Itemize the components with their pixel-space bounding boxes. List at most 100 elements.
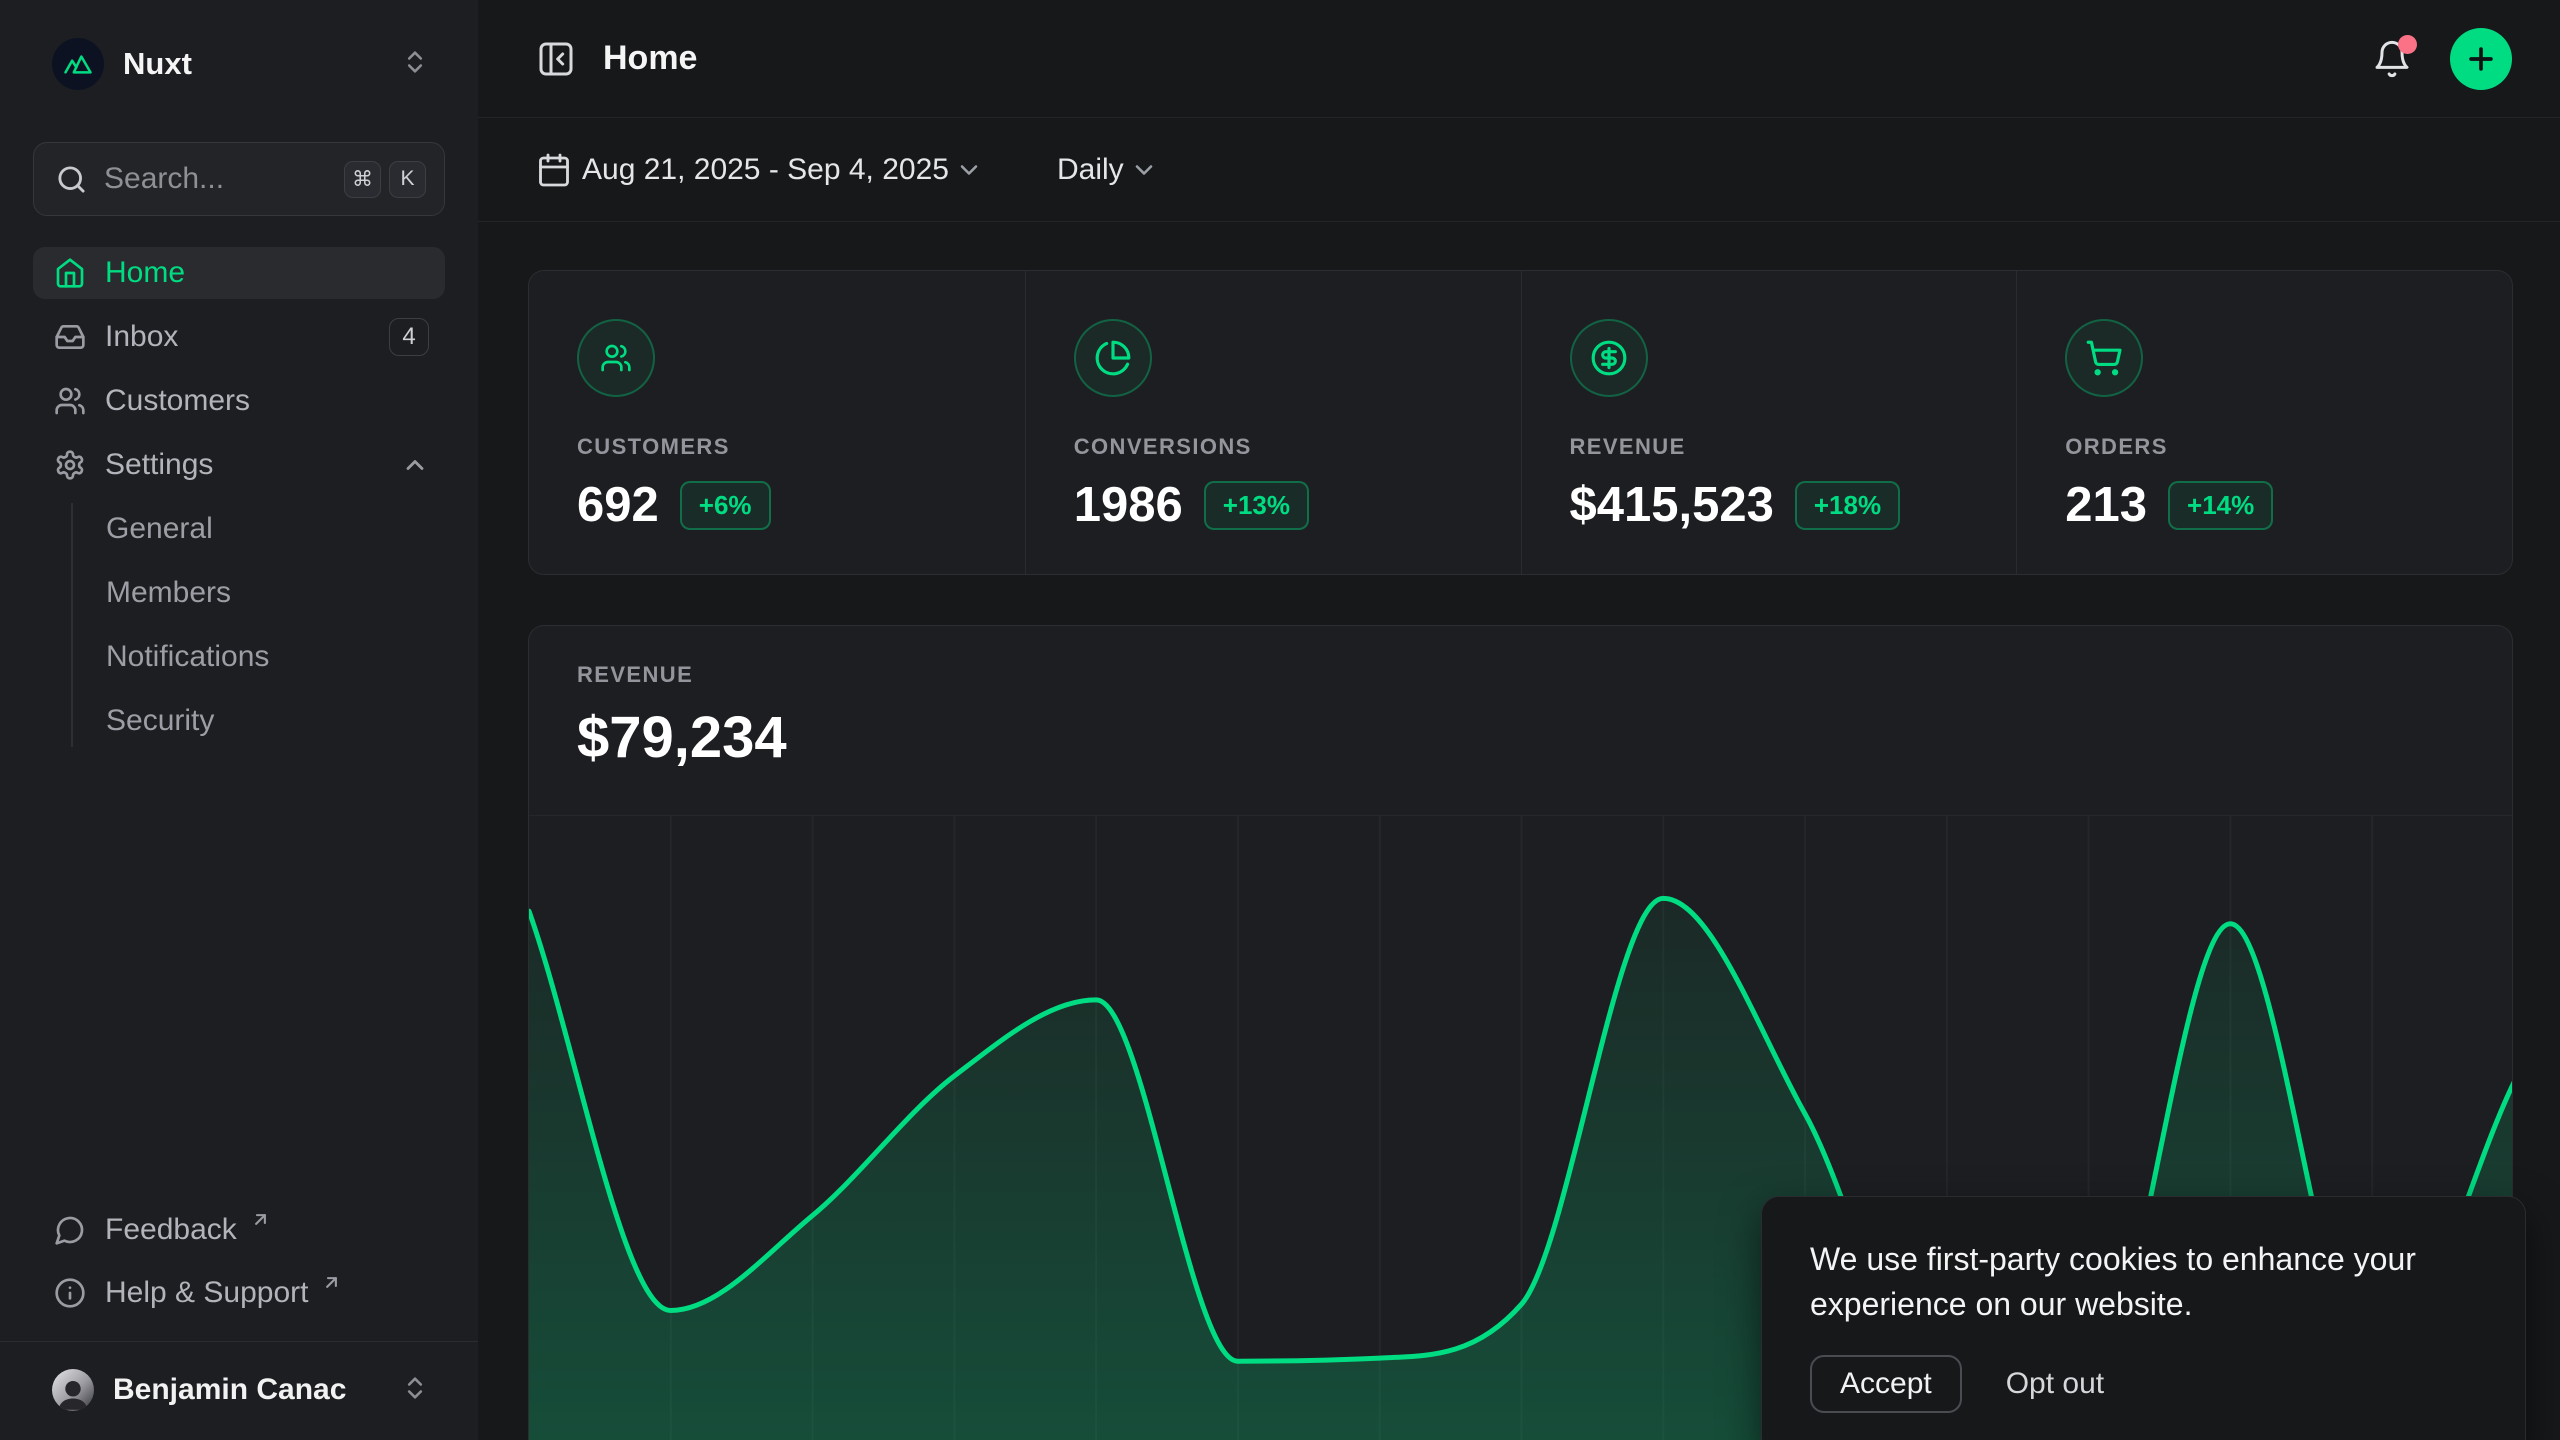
stat-value: 692 bbox=[577, 478, 659, 532]
sidebar-item-label: Feedback bbox=[105, 1213, 237, 1246]
stat-icon-circle bbox=[1073, 319, 1152, 397]
sidebar-item-label: Inbox bbox=[105, 320, 179, 353]
kbd-k: K bbox=[389, 160, 426, 198]
sidebar-item-label: Settings bbox=[105, 448, 214, 481]
stat-value-row: 692 +6% bbox=[577, 477, 1025, 533]
sidebar-subitem-notifications[interactable]: Notifications bbox=[106, 640, 270, 673]
stat-value-row: 1986 +13% bbox=[1074, 477, 1521, 533]
stats-row: CUSTOMERS 692 +6% CONVERSIONS 1986 +13% … bbox=[528, 270, 2513, 575]
granularity-label: Daily bbox=[1056, 152, 1124, 186]
user-menu[interactable]: Benjamin Canac bbox=[33, 1356, 445, 1424]
home-icon bbox=[56, 258, 84, 288]
chevron-down-icon bbox=[1130, 156, 1158, 184]
message-circle-icon bbox=[55, 1216, 84, 1245]
pie-chart-icon bbox=[1095, 340, 1131, 376]
stat-value: $415,523 bbox=[1569, 478, 1774, 532]
sidebar: Nuxt Search... ⌘ K Home Inbox 4 Customers Se… bbox=[0, 0, 478, 1440]
stat-card-customers: CUSTOMERS 692 +6% bbox=[529, 271, 1025, 574]
stat-label: ORDERS bbox=[2065, 434, 2168, 459]
arrow-up-right-icon bbox=[326, 1277, 338, 1288]
sidebar-item-label: Help & Support bbox=[105, 1276, 309, 1309]
sidebar-item-customers[interactable]: Customers bbox=[33, 375, 445, 427]
revenue-chart-value: $79,234 bbox=[577, 705, 787, 770]
nuxt-logo-icon bbox=[52, 38, 104, 90]
sidebar-spacer bbox=[33, 761, 445, 1204]
info-circle-icon bbox=[55, 1278, 85, 1308]
stat-value-row: $415,523 +18% bbox=[1570, 477, 2017, 533]
cookie-message: We use first-party cookies to enhance yo… bbox=[1810, 1241, 2416, 1322]
sidebar-item-feedback[interactable]: Feedback bbox=[33, 1204, 445, 1256]
user-name: Benjamin Canac bbox=[113, 1373, 347, 1406]
search-placeholder: Search... bbox=[104, 162, 225, 195]
revenue-chart-label: REVENUE bbox=[577, 662, 694, 687]
stat-label: CONVERSIONS bbox=[1073, 434, 1252, 459]
sidebar-item-settings[interactable]: Settings bbox=[33, 439, 445, 491]
dollar-circle-icon bbox=[1591, 340, 1626, 376]
page-title: Home bbox=[603, 39, 698, 77]
notification-dot bbox=[2398, 34, 2417, 54]
topbar: Home bbox=[478, 0, 2560, 118]
stat-card-revenue: REVENUE $415,523 +18% bbox=[1520, 271, 2017, 574]
date-range-label: Aug 21, 2025 - Sep 4, 2025 bbox=[582, 152, 949, 186]
stat-card-conversions: CONVERSIONS 1986 +13% bbox=[1024, 271, 1521, 574]
sidebar-subitem-members[interactable]: Members bbox=[106, 576, 232, 609]
granularity-select[interactable]: Daily bbox=[1057, 153, 1158, 187]
gear-icon bbox=[56, 450, 84, 480]
inbox-icon bbox=[55, 325, 85, 349]
chevron-down-icon bbox=[955, 156, 983, 184]
notifications-button[interactable] bbox=[2372, 34, 2417, 79]
kbd-cmd: ⌘ bbox=[344, 160, 381, 198]
sidebar-nav: Home Inbox 4 Customers Settings General Member… bbox=[33, 247, 445, 761]
external-link-indicator bbox=[321, 1267, 342, 1301]
stat-card-orders: ORDERS 213 +14% bbox=[2016, 271, 2512, 574]
chevron-up-down-icon bbox=[401, 1374, 429, 1407]
chart-line bbox=[529, 895, 2512, 1409]
topbar-actions bbox=[2372, 27, 2512, 90]
stat-icon-circle bbox=[577, 319, 655, 397]
stat-delta-badge: +18% bbox=[1794, 480, 1901, 530]
plus-icon bbox=[2469, 46, 2493, 71]
bell-icon bbox=[2375, 40, 2409, 77]
sidebar-subitem-general[interactable]: General bbox=[106, 512, 213, 545]
filter-bar: Aug 21, 2025 - Sep 4, 2025 Daily bbox=[478, 118, 2560, 222]
unread-count-badge: 4 bbox=[389, 318, 429, 356]
stat-delta-badge: +6% bbox=[679, 480, 771, 530]
sidebar-item-help-support[interactable]: Help & Support bbox=[33, 1267, 445, 1319]
external-link-indicator bbox=[250, 1204, 271, 1238]
stat-delta-badge: +13% bbox=[1203, 480, 1309, 530]
sidebar-subitem-security[interactable]: Security bbox=[106, 704, 215, 737]
date-range-picker[interactable]: Aug 21, 2025 - Sep 4, 2025 bbox=[536, 152, 983, 188]
users-icon bbox=[55, 387, 85, 415]
chart-area-fill bbox=[529, 898, 2512, 1440]
stat-icon-circle bbox=[1569, 319, 1648, 397]
stat-label: REVENUE bbox=[1569, 434, 1686, 459]
workspace-switcher[interactable]: Nuxt bbox=[33, 36, 445, 92]
sidebar-footer: Feedback Help & Support bbox=[33, 1204, 445, 1330]
stat-delta-badge: +14% bbox=[2168, 480, 2274, 530]
main-area: Home Aug 21, 2025 - Sep 4, 2025 Daily bbox=[478, 0, 2560, 1440]
sidebar-item-label: Customers bbox=[105, 384, 251, 417]
stat-value: 1986 bbox=[1073, 478, 1183, 532]
workspace-name: Nuxt bbox=[123, 46, 192, 81]
search-icon bbox=[56, 164, 87, 195]
sidebar-divider bbox=[0, 1341, 478, 1342]
stat-value-row: 213 +14% bbox=[2065, 477, 2512, 533]
collapse-sidebar-button[interactable] bbox=[536, 39, 576, 79]
sidebar-item-inbox[interactable]: Inbox 4 bbox=[33, 311, 445, 363]
revenue-chart-header: REVENUE $79,234 bbox=[529, 626, 2512, 815]
cookie-banner: We use first-party cookies to enhance yo… bbox=[1761, 1196, 2526, 1440]
accept-button[interactable]: Accept bbox=[1810, 1355, 1962, 1413]
stat-value: 213 bbox=[2065, 478, 2148, 532]
opt-out-button[interactable]: Opt out bbox=[2005, 1367, 2105, 1400]
search-input[interactable]: Search... ⌘ K bbox=[33, 142, 445, 216]
users-icon bbox=[601, 344, 631, 372]
content: CUSTOMERS 692 +6% CONVERSIONS 1986 +13% … bbox=[528, 270, 2513, 1440]
stat-icon-circle bbox=[2065, 319, 2144, 397]
chevron-up-down-icon bbox=[401, 48, 429, 81]
arrow-up-right-icon bbox=[254, 1214, 266, 1225]
add-button[interactable] bbox=[2450, 27, 2512, 90]
cart-icon bbox=[2086, 340, 2122, 376]
sidebar-item-home[interactable]: Home bbox=[33, 247, 445, 299]
chevron-up-icon bbox=[406, 460, 424, 470]
cookie-actions: Accept Opt out bbox=[1810, 1355, 2477, 1413]
